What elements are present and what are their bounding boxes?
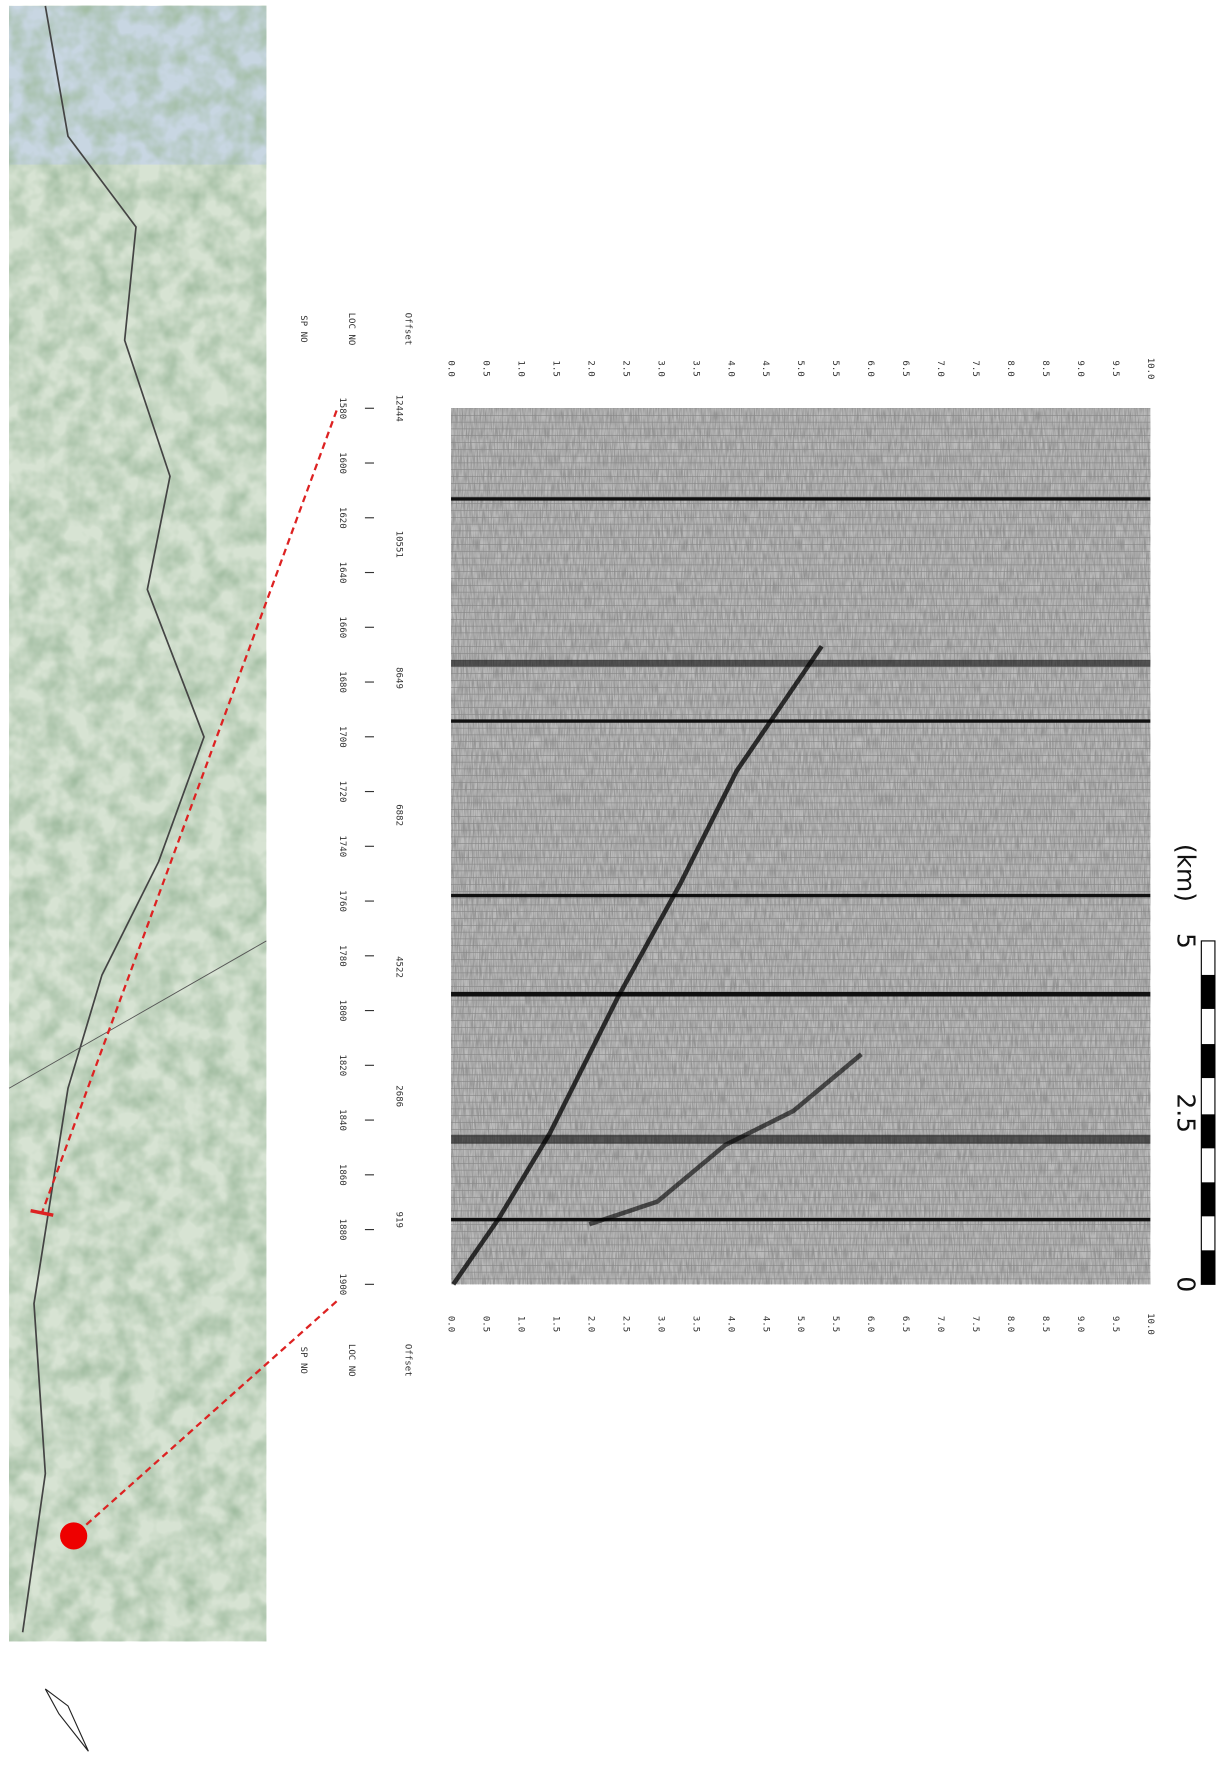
offset-tick-top: 0.0 <box>446 360 456 376</box>
offset-tick-top: 1.0 <box>515 360 525 376</box>
sp-tick-label: 1860 <box>337 1164 347 1186</box>
scale-label: 5 <box>1171 933 1200 949</box>
offset-tick-top: 7.0 <box>935 360 945 376</box>
offset-tick-bottom: 0.0 <box>446 1316 456 1332</box>
header-bottom: LOC NO <box>346 1344 356 1377</box>
offset-tick-top: 8.5 <box>1040 360 1050 376</box>
scale-label: 2.5 <box>1171 1093 1200 1133</box>
offset-tick-bottom: 2.5 <box>620 1316 630 1332</box>
offset-tick-bottom: 9.5 <box>1110 1316 1120 1332</box>
shot-point <box>60 1522 87 1549</box>
offset-tick-top: 9.0 <box>1075 360 1085 376</box>
sp-tick-label: 1740 <box>337 835 347 857</box>
sp-tick-label: 1600 <box>337 452 347 474</box>
offset-tick-bottom: 4.5 <box>760 1316 770 1332</box>
header-top: Offset <box>403 313 413 346</box>
sp-tick-label: 1760 <box>337 890 347 912</box>
offset-tick-top: 10.0 <box>1145 358 1155 380</box>
header-bottom: Offset <box>403 1344 413 1377</box>
loc-tick-label: 2686 <box>393 1085 403 1107</box>
offset-tick-bottom: 6.0 <box>865 1316 875 1332</box>
offset-tick-top: 5.0 <box>795 360 805 376</box>
offset-tick-bottom: 10.0 <box>1145 1313 1155 1335</box>
sp-tick-label: 1780 <box>337 945 347 967</box>
offset-tick-top: 3.5 <box>690 360 700 376</box>
offset-tick-top: 0.5 <box>481 360 491 376</box>
sp-tick-label: 1680 <box>337 671 347 693</box>
offset-tick-bottom: 3.0 <box>655 1316 665 1332</box>
header-top: LOC NO <box>346 313 356 346</box>
offset-tick-top: 5.5 <box>830 360 840 376</box>
sp-tick-label: 1800 <box>337 1000 347 1022</box>
sp-tick-label: 1900 <box>337 1273 347 1295</box>
loc-tick-label: 4522 <box>393 956 403 978</box>
offset-tick-bottom: 5.5 <box>830 1316 840 1332</box>
offset-tick-bottom: 2.0 <box>585 1316 595 1332</box>
offset-tick-top: 1.5 <box>550 360 560 376</box>
north-arrow-outline <box>45 1689 88 1751</box>
sp-tick-label: 1720 <box>337 781 347 803</box>
loc-tick-label: 919 <box>393 1212 403 1228</box>
sp-tick-label: 1620 <box>337 507 347 529</box>
offset-tick-top: 7.5 <box>970 360 980 376</box>
scale-label: 0 <box>1171 1276 1200 1292</box>
offset-tick-top: 6.5 <box>900 360 910 376</box>
offset-tick-top: 4.0 <box>725 360 735 376</box>
offset-tick-bottom: 1.5 <box>550 1316 560 1332</box>
sp-tick-label: 1700 <box>337 726 347 748</box>
map-terrain <box>9 6 266 1641</box>
offset-tick-bottom: 6.5 <box>900 1316 910 1332</box>
offset-tick-top: 2.5 <box>620 360 630 376</box>
offset-tick-top: 2.0 <box>585 360 595 376</box>
offset-tick-bottom: 8.0 <box>1005 1316 1015 1332</box>
loc-tick-label: 12444 <box>393 395 403 423</box>
offset-tick-bottom: 9.0 <box>1075 1316 1085 1332</box>
offset-tick-bottom: 7.0 <box>935 1316 945 1332</box>
offset-tick-bottom: 5.0 <box>795 1316 805 1332</box>
sp-tick-label: 1820 <box>337 1054 347 1076</box>
sp-tick-label: 1660 <box>337 616 347 638</box>
offset-tick-top: 4.5 <box>760 360 770 376</box>
header-top: SP NO <box>298 315 308 342</box>
figure: SP NO LOC NO Offset SP NO LOC NO Offset 1580 16… <box>0 0 1224 1781</box>
gather-noise <box>451 408 1150 1284</box>
offset-tick-top: 6.0 <box>865 360 875 376</box>
sp-tick-label: 1880 <box>337 1219 347 1241</box>
offset-tick-bottom: 1.0 <box>515 1316 525 1332</box>
loc-tick-label: 6882 <box>393 804 403 826</box>
loc-tick-label: 8649 <box>393 667 403 689</box>
sp-tick-label: 1840 <box>337 1109 347 1131</box>
header-bottom: SP NO <box>298 1347 308 1374</box>
offset-tick-bottom: 0.5 <box>481 1316 491 1332</box>
page: {"headers_top": ["SP NO", "LOC NO", "Off… <box>0 0 1224 1781</box>
offset-tick-top: 3.0 <box>655 360 665 376</box>
offset-tick-bottom: 3.5 <box>690 1316 700 1332</box>
loc-tick-label: 10551 <box>393 531 403 558</box>
sp-tick-label: 1580 <box>337 397 347 419</box>
sp-tick-label: 1640 <box>337 562 347 584</box>
offset-tick-bottom: 7.5 <box>970 1316 980 1332</box>
scale-unit: (km) <box>1171 844 1200 902</box>
offset-tick-bottom: 8.5 <box>1040 1316 1050 1332</box>
offset-tick-top: 9.5 <box>1110 360 1120 376</box>
offset-tick-bottom: 4.0 <box>725 1316 735 1332</box>
offset-tick-top: 8.0 <box>1005 360 1015 376</box>
